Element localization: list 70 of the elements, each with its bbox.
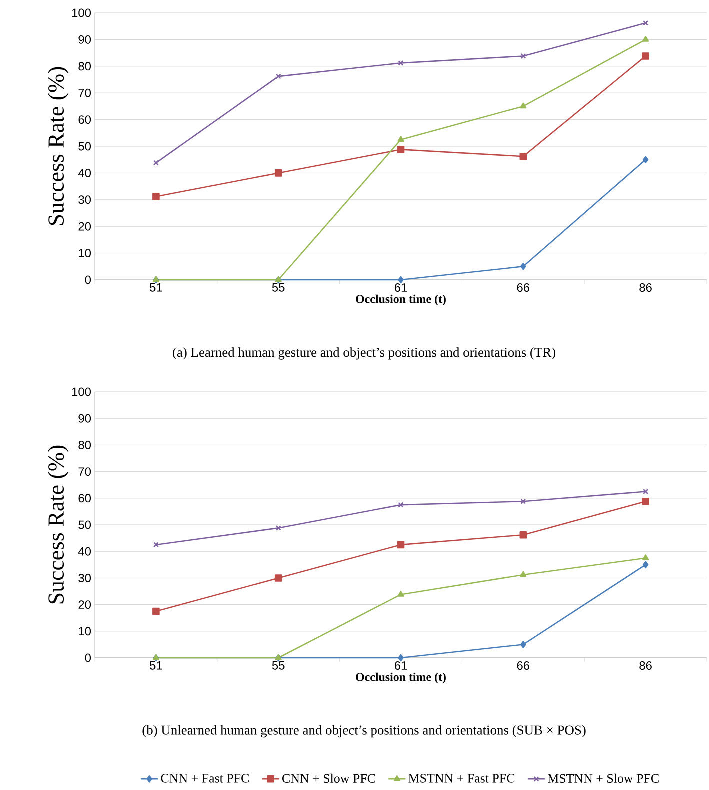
x-tick-label: 55 [272,662,285,670]
point [520,641,526,648]
point [397,146,405,154]
x-axis-title: Occlusion time (t) [356,294,446,306]
y-tick-label: 90 [78,35,92,44]
y-tick-label: 20 [78,600,92,610]
point [520,263,526,270]
x-tick-label: 66 [517,284,530,292]
y-tick-label: 30 [78,196,92,204]
y-tick-label: 50 [78,142,92,151]
point [520,571,527,578]
x-tick-label: 51 [150,284,162,292]
text: (a) Learned human gesture and object’s positions and orientations (TR) [173,348,556,360]
point [520,153,528,160]
y-axis-title: Success Rate (%) [48,446,69,604]
y-tick-label: 10 [79,249,92,258]
point [276,525,282,531]
y-tick-label: 40 [78,547,92,556]
point [520,531,528,539]
point [152,608,160,616]
point [642,36,650,42]
y-tick-label: 80 [78,440,92,450]
y-tick-label: 70 [78,468,92,476]
y-tick-label: 30 [78,574,92,582]
point [642,554,650,560]
legend-label: MSTNN + Fast PFC [408,774,515,783]
point [642,498,650,506]
y-tick-label: 90 [78,414,92,423]
y-tick-label: 0 [85,276,92,284]
point [520,498,526,504]
point [274,574,282,582]
x-axis-title: Occlusion time (t) [356,672,446,684]
point [642,52,650,60]
point [520,102,527,109]
y-tick-label: 40 [78,168,92,178]
point [274,170,282,177]
point [398,591,404,597]
y-tick-label: 60 [78,494,92,503]
y-tick-label: 50 [78,520,92,530]
point [642,156,649,164]
point [152,193,160,200]
point [276,74,282,80]
x-tick-label: 61 [394,284,408,292]
point [398,276,404,284]
point [398,136,404,142]
legend-label: MSTNN + Slow PFC [548,774,659,784]
point [520,53,526,60]
y-tick-label: 100 [72,8,92,18]
point [398,60,404,66]
y-axis-title: Success Rate (%) [48,67,69,226]
point [398,654,404,662]
x-tick-label: 86 [640,662,652,670]
x-tick-label: 66 [517,662,530,670]
point [642,561,649,569]
point [397,541,405,549]
text: (b) Unlearned human gesture and object’s positions and orientations (SUB × POS) [142,725,586,738]
x-tick-label: 86 [640,284,652,292]
x-tick-label: 55 [272,284,285,292]
y-tick-label: 80 [78,62,92,71]
legend-label: CNN + Fast PFC [161,774,249,783]
x-tick-label: 61 [394,662,408,670]
y-tick-label: 10 [79,627,92,636]
y-tick-label: 60 [78,116,92,124]
x-tick-label: 51 [150,662,162,670]
y-tick-label: 70 [78,88,92,98]
legend-label: CNN + Slow PFC [282,774,376,784]
y-tick-label: 100 [72,388,92,396]
y-tick-label: 20 [78,222,92,231]
y-tick-label: 0 [85,654,92,662]
point [398,502,404,508]
